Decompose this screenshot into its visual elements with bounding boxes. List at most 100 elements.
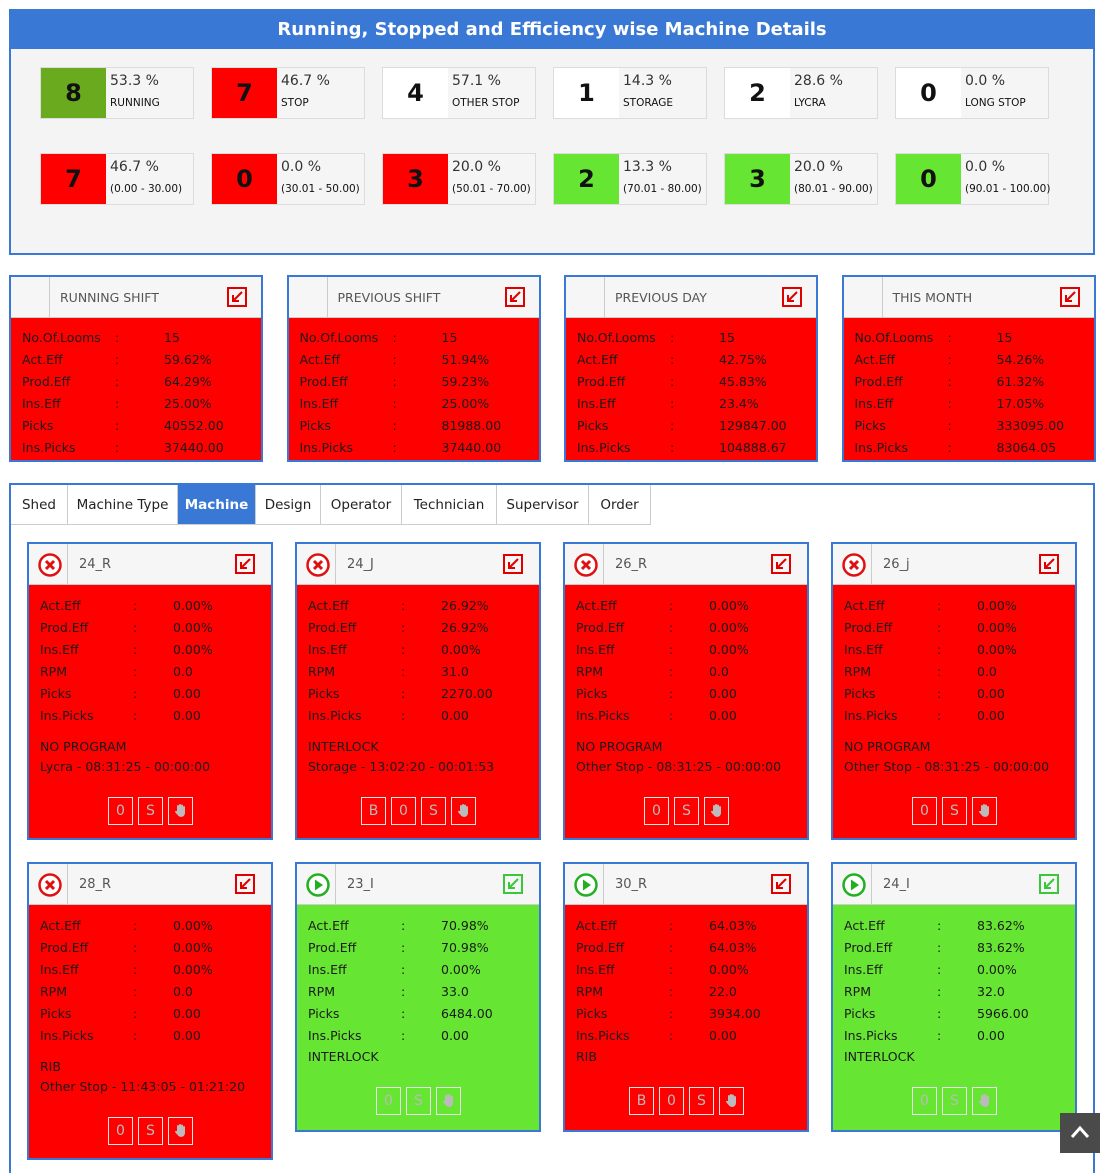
hand-button[interactable] <box>719 1087 744 1115</box>
stat-percent: 20.0 % <box>452 159 501 175</box>
machine-stat-value: 33.0 <box>441 984 469 999</box>
action-button-0[interactable]: 0 <box>108 1117 133 1145</box>
tab-machine-type[interactable]: Machine Type <box>68 485 178 525</box>
machine-card-30_r[interactable]: 30_R Act.Eff: 64.03% Prod.Eff: 64.03% Ins.Eff… <box>563 862 809 1132</box>
collapse-arrow-icon[interactable] <box>771 874 791 894</box>
hand-button[interactable] <box>168 797 193 825</box>
colon: : <box>669 940 674 955</box>
hand-button[interactable] <box>168 1117 193 1145</box>
action-button-s[interactable]: S <box>421 797 446 825</box>
hand-button[interactable] <box>972 797 997 825</box>
stat-box-row1-1: 7 46.7 % STOP <box>211 67 365 119</box>
machine-card-24_r[interactable]: 24_R Act.Eff: 0.00% Prod.Eff: 0.00% Ins.Eff: 0… <box>27 542 273 840</box>
stat-percent: 0.0 % <box>965 159 1006 175</box>
machine-card-24_j[interactable]: 24_J Act.Eff: 26.92% Prod.Eff: 26.92% Ins.Eff… <box>295 542 541 840</box>
action-button-0[interactable]: 0 <box>108 797 133 825</box>
collapse-arrow-icon[interactable] <box>504 287 525 307</box>
action-button-0[interactable]: 0 <box>659 1087 684 1115</box>
tab-order[interactable]: Order <box>589 485 651 525</box>
collapse-arrow-icon[interactable] <box>227 287 247 307</box>
collapse-arrow-icon[interactable] <box>1039 554 1059 574</box>
hand-button[interactable] <box>451 797 476 825</box>
stop-x-icon <box>842 553 866 577</box>
machine-stat-label: Act.Eff <box>844 918 885 933</box>
action-button-0[interactable]: 0 <box>644 797 669 825</box>
action-button-s[interactable]: S <box>138 1117 163 1145</box>
tab-supervisor[interactable]: Supervisor <box>497 485 589 525</box>
shift-stat-label: Picks <box>22 418 54 433</box>
collapse-arrow-icon[interactable] <box>782 287 802 307</box>
stat-box-row2-5: 0 0.0 % (90.01 - 100.00) <box>895 153 1050 205</box>
colon: : <box>937 620 942 635</box>
collapse-arrow-icon[interactable] <box>235 874 255 894</box>
stat-box-row2-2: 3 20.0 % (50.01 - 70.00) <box>382 153 536 205</box>
action-button-0[interactable]: 0 <box>391 797 416 825</box>
shift-stat-label: Ins.Eff <box>577 396 616 411</box>
machine-stat-label: Act.Eff <box>40 918 81 933</box>
machine-card-header: 30_R <box>565 864 807 905</box>
action-button-s[interactable]: S <box>942 797 967 825</box>
tab-design[interactable]: Design <box>256 485 321 525</box>
machine-card-header: 24_R <box>29 544 271 585</box>
machine-status-text: INTERLOCK <box>308 1049 379 1064</box>
colon: : <box>401 708 406 723</box>
colon: : <box>392 330 397 345</box>
collapse-arrow-icon[interactable] <box>1059 287 1080 307</box>
machine-card-26_r[interactable]: 26_R Act.Eff: 0.00% Prod.Eff: 0.00% Ins.Eff: 0… <box>563 542 809 840</box>
machine-stat-value: 0.0 <box>977 664 997 679</box>
colon: : <box>937 686 942 701</box>
action-button-b[interactable]: B <box>361 797 386 825</box>
machine-card-header: 28_R <box>29 864 271 905</box>
hand-button[interactable] <box>972 1087 997 1115</box>
tab-operator[interactable]: Operator <box>321 485 402 525</box>
stat-box-row1-5: 0 0.0 % LONG STOP <box>895 67 1049 119</box>
shift-panel-title: PREVIOUS SHIFT <box>337 290 441 305</box>
action-button-0[interactable]: 0 <box>912 1087 937 1115</box>
shift-stat-value: 59.62% <box>164 352 212 367</box>
stat-percent: 57.1 % <box>452 73 501 89</box>
stat-box-row1-4: 2 28.6 % LYCRA <box>724 67 878 119</box>
scroll-top-button[interactable] <box>1060 1113 1100 1153</box>
machine-stat-label: Act.Eff <box>308 598 349 613</box>
shift-panel-1: PREVIOUS SHIFT No.Of.Looms: 15 Act.Eff: 51.9… <box>286 275 541 462</box>
action-button-s[interactable]: S <box>942 1087 967 1115</box>
hand-button[interactable] <box>704 797 729 825</box>
tab-container: Shed Machine Type Machine Design Operator Tec… <box>9 483 1095 1173</box>
action-button-0[interactable]: 0 <box>376 1087 401 1115</box>
tab-machine[interactable]: Machine <box>178 485 256 525</box>
machine-stat-value: 32.0 <box>977 984 1005 999</box>
machine-card-26_j[interactable]: 26_j Act.Eff: 0.00% Prod.Eff: 0.00% Ins.Eff: 0… <box>831 542 1077 840</box>
collapse-arrow-icon[interactable] <box>771 554 791 574</box>
machine-card-24_i[interactable]: 24_I Act.Eff: 83.62% Prod.Eff: 83.62% Ins.Eff… <box>831 862 1077 1132</box>
colon: : <box>401 642 406 657</box>
colon: : <box>133 708 138 723</box>
action-button-s[interactable]: S <box>674 797 699 825</box>
shift-stat-label: Picks <box>854 418 886 433</box>
hand-button[interactable] <box>436 1087 461 1115</box>
colon: : <box>669 664 674 679</box>
stat-label: (70.01 - 80.00) <box>623 183 702 195</box>
machine-status-text: NO PROGRAM <box>844 739 931 754</box>
machine-card-28_r[interactable]: 28_R Act.Eff: 0.00% Prod.Eff: 0.00% Ins.Eff: 0… <box>27 862 273 1160</box>
colon: : <box>937 918 942 933</box>
action-button-0[interactable]: 0 <box>912 797 937 825</box>
action-button-s[interactable]: S <box>406 1087 431 1115</box>
machine-stat-value: 5966.00 <box>977 1006 1029 1021</box>
tab-technician[interactable]: Technician <box>402 485 497 525</box>
action-button-s[interactable]: S <box>138 797 163 825</box>
tab-shed[interactable]: Shed <box>11 485 68 525</box>
action-button-b[interactable]: B <box>629 1087 654 1115</box>
collapse-arrow-icon[interactable] <box>503 554 523 574</box>
collapse-arrow-icon[interactable] <box>503 874 523 894</box>
collapse-arrow-icon[interactable] <box>1039 874 1059 894</box>
collapse-arrow-icon[interactable] <box>235 554 255 574</box>
shift-stat-value: 25.00% <box>441 396 490 411</box>
shift-stat-label: Ins.Picks <box>854 440 908 455</box>
machine-stat-value: 0.00% <box>977 642 1017 657</box>
colon: : <box>947 374 952 389</box>
machine-card-23_i[interactable]: 23_I Act.Eff: 70.98% Prod.Eff: 70.98% Ins.Eff… <box>295 862 541 1132</box>
colon: : <box>401 918 406 933</box>
machine-stat-label: Prod.Eff <box>40 940 89 955</box>
shift-panel-title: THIS MONTH <box>892 290 973 305</box>
action-button-s[interactable]: S <box>689 1087 714 1115</box>
